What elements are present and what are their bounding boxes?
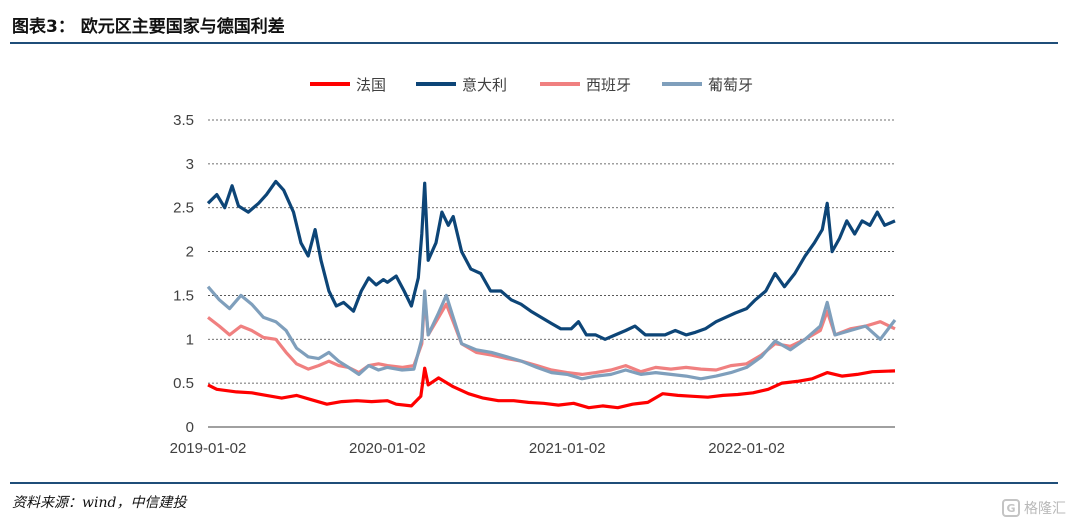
footer-divider xyxy=(10,482,1058,484)
x-tick-label: 2021-01-02 xyxy=(529,440,606,457)
y-tick-label: 2.5 xyxy=(173,200,194,217)
x-tick-label: 2022-01-02 xyxy=(708,440,785,457)
page-title: 图表3： 欧元区主要国家与德国利差 xyxy=(12,17,285,37)
y-tick-label: 0.5 xyxy=(173,375,194,392)
x-tick-label: 2019-01-02 xyxy=(170,440,247,457)
y-tick-label: 3.5 xyxy=(173,112,194,129)
line-chart: 法国 意大利 西班牙 葡萄牙 00.511.522.533.5 2019-01-02 2… xyxy=(170,76,897,457)
series-line-2 xyxy=(207,295,896,376)
legend-label: 意大利 xyxy=(462,76,507,94)
title-divider xyxy=(10,42,1058,44)
watermark-text: 格隆汇 xyxy=(1024,501,1066,517)
watermark: G 格隆汇 xyxy=(1002,498,1066,518)
chart-series xyxy=(206,179,897,410)
legend-label: 葡萄牙 xyxy=(708,76,753,94)
y-tick-label: 3 xyxy=(186,156,194,173)
legend-label: 西班牙 xyxy=(586,76,631,94)
y-tick-label: 0 xyxy=(186,419,194,436)
y-tick-label: 1.5 xyxy=(173,287,194,304)
source-note: 资料来源：wind，中信建投 xyxy=(12,495,187,511)
chart-legend: 法国 意大利 西班牙 葡萄牙 xyxy=(310,76,753,94)
y-tick-label: 2 xyxy=(186,244,194,261)
series-line-1 xyxy=(206,179,896,341)
y-axis: 0 0.5 1 1.5 2 2.5 3 3.5 xyxy=(173,112,194,436)
series-line-0 xyxy=(207,366,896,410)
x-tick-label: 2020-01-02 xyxy=(349,440,426,457)
y-tick-label: 1 xyxy=(186,331,194,348)
x-axis: 2019-01-02 2020-01-02 2021-01-02 2022-01-02 xyxy=(170,440,785,457)
watermark-logo-icon: G xyxy=(1002,499,1020,517)
series-line-3 xyxy=(206,285,897,381)
legend-label: 法国 xyxy=(356,76,386,94)
